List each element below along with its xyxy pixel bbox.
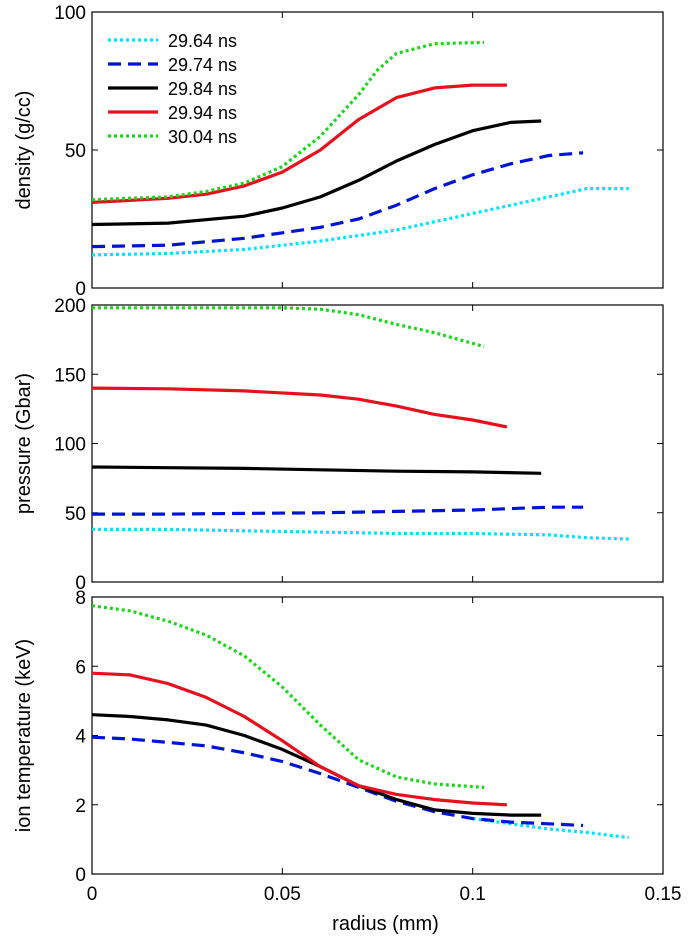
y-tick-label: 6 (75, 657, 86, 678)
x-axis-label: radius (mm) (332, 913, 439, 935)
legend-label: 29.94 ns (168, 103, 237, 123)
series-line-2964 (91, 187, 629, 257)
chart-panel-2: 0 50 100 150 200 pressure (Gbar) (13, 296, 664, 594)
x-tick-label: 0.15 (645, 884, 682, 905)
axes-frame (91, 11, 664, 289)
series-line-3004 (92, 306, 485, 349)
series-line-2974 (92, 505, 584, 516)
legend-label: 29.74 ns (168, 55, 237, 75)
series-line-2994 (91, 671, 507, 807)
y-tick-label: 100 (54, 3, 86, 24)
legend-label: 29.84 ns (168, 79, 237, 99)
chart-panel-3: 0 2 4 6 8 0 0.05 0.1 0.15 ion temperature (keV) ra… (13, 588, 681, 935)
series-line-2994 (91, 386, 508, 429)
x-tick-label: 0.05 (264, 884, 301, 905)
y-tick-label: 2 (75, 796, 86, 817)
y-tick-label: 50 (65, 504, 86, 525)
y-tick-label: 150 (54, 365, 86, 386)
series-line-3004 (91, 40, 485, 202)
x-tick-label: 0.1 (459, 884, 485, 905)
y-tick-label: 4 (75, 727, 86, 748)
series-line-2974 (91, 151, 584, 249)
y-tick-label: 0 (75, 279, 86, 300)
legend: 29.64 ns 29.74 ns 29.84 ns 29.94 ns 30.04 ns (108, 31, 237, 147)
y-tick-label: 200 (54, 296, 86, 317)
y-tick-label: 8 (75, 588, 86, 609)
y-axis-label: density (g/cc) (13, 91, 35, 210)
y-tick-label: 100 (54, 435, 86, 456)
series-line-3004 (91, 604, 485, 789)
x-tick-label: 0 (87, 884, 98, 905)
legend-label: 29.64 ns (168, 31, 237, 51)
y-axis-label: ion temperature (keV) (13, 639, 35, 832)
y-tick-label: 0 (75, 573, 86, 594)
axes-frame (91, 304, 664, 583)
series-line-2964 (92, 527, 629, 541)
series-line-2974 (91, 735, 584, 828)
chart-panel-1: 0 50 100 density (g/cc) 29.64 ns 29.74 ns 29.8… (13, 3, 664, 300)
legend-label: 30.04 ns (168, 127, 237, 147)
y-tick-label: 50 (65, 141, 86, 162)
series-line-2984 (91, 465, 542, 475)
y-tick-label: 0 (75, 865, 86, 886)
series-line-2994 (91, 83, 507, 204)
y-axis-label: pressure (Gbar) (13, 373, 35, 514)
axes-frame (91, 596, 664, 875)
series-line-2984 (91, 119, 542, 227)
series-line-2964 (472, 817, 629, 840)
